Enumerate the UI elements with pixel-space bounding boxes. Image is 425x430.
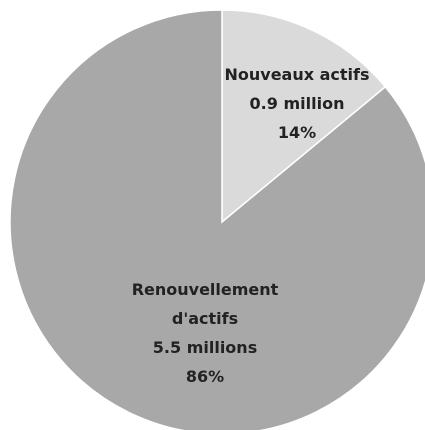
pie-slice bbox=[221, 9, 387, 224]
amount-label: 5.5 millions bbox=[152, 338, 258, 357]
category-label: Nouveaux actifs bbox=[224, 65, 370, 84]
value-label: 14% bbox=[277, 123, 317, 142]
category-label: Renouvellement d'actifs bbox=[131, 280, 279, 328]
slice-label: Nouveaux actifs 0.9 million 14% bbox=[212, 60, 382, 147]
slice-label: Renouvellement d'actifs 5.5 millions 86% bbox=[115, 275, 295, 391]
amount-label: 0.9 million bbox=[249, 94, 345, 113]
pie-slice bbox=[9, 9, 425, 430]
value-label: 86% bbox=[185, 367, 225, 386]
